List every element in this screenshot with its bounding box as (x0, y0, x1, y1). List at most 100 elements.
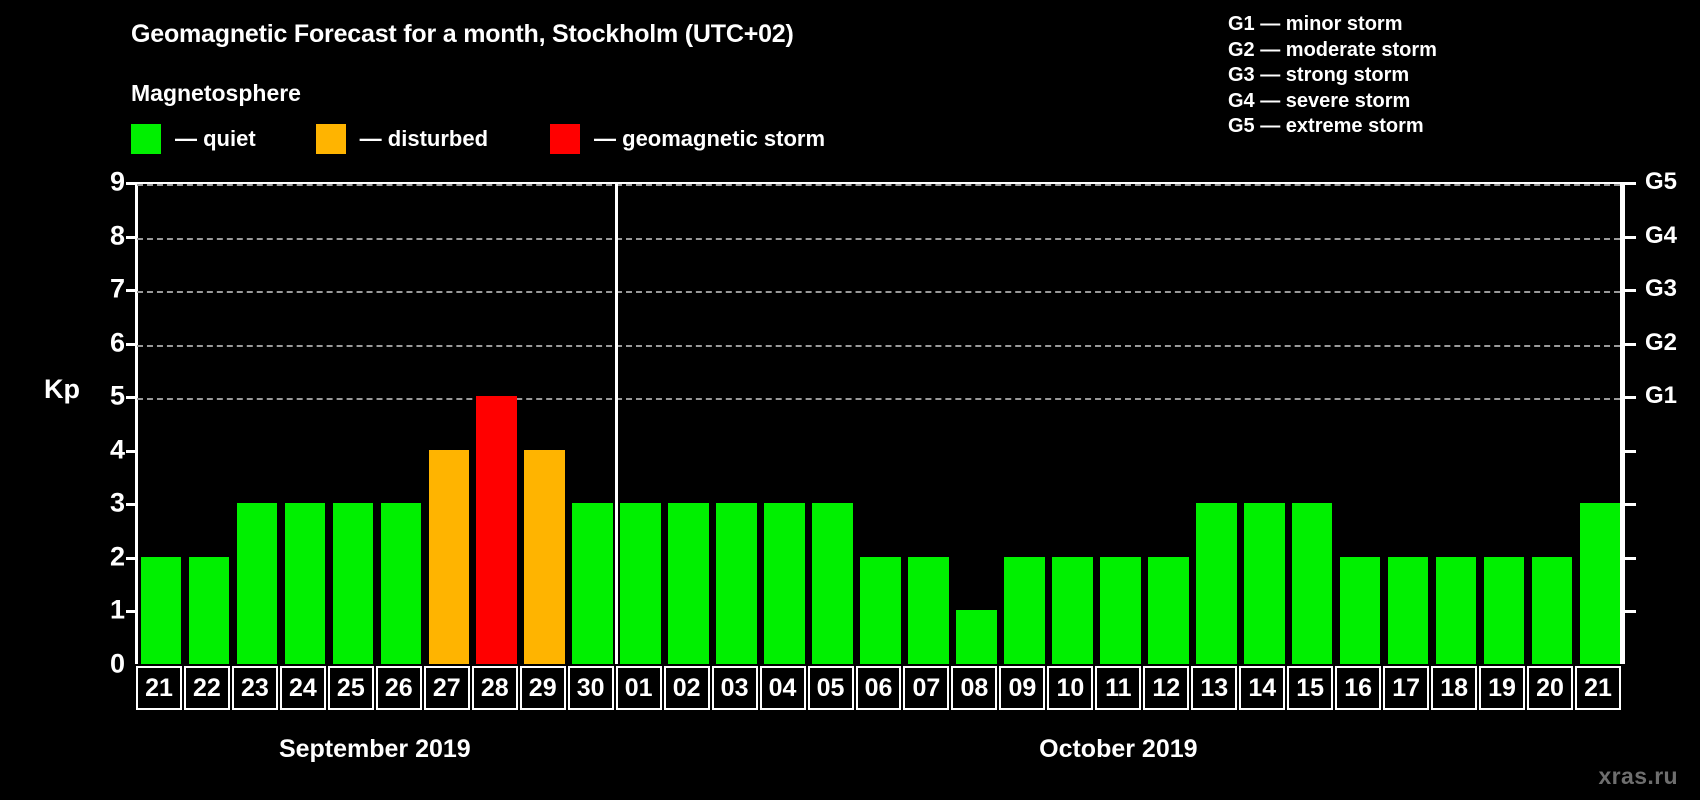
bar-day-11[interactable] (1100, 556, 1141, 664)
day-label-25: 25 (327, 666, 374, 710)
bar-day-15[interactable] (1291, 503, 1333, 664)
day-label-21: 21 (136, 666, 182, 710)
legend-label-quiet: — quiet (175, 126, 256, 151)
day-label-22: 22 (183, 666, 230, 710)
g-tick-mark (1622, 342, 1636, 346)
bar-day-24[interactable] (284, 503, 326, 664)
day-label-19: 19 (1479, 666, 1526, 710)
day-label-29: 29 (519, 666, 566, 710)
day-label-row: 21 22 23 24 25 26 27 28 29 30 01 02 03 04 05 06 07 08 09 10… (135, 666, 1622, 710)
day-label-13: 13 (1191, 666, 1238, 710)
day-label-10: 10 (1047, 666, 1094, 710)
bar-day-22[interactable] (188, 556, 230, 664)
bar-day-05[interactable] (812, 503, 853, 664)
day-label-02: 02 (663, 666, 710, 710)
legend-swatch-quiet-icon (131, 124, 161, 154)
bar-day-19[interactable] (1483, 556, 1525, 664)
legend-entry-quiet: — quiet (131, 124, 256, 154)
bar-day-10[interactable] (1052, 556, 1093, 664)
bar-day-03[interactable] (716, 503, 757, 664)
bar-day-26[interactable] (380, 503, 422, 664)
y-tick-mark (126, 289, 138, 293)
legend-label-geomagnetic-storm: — geomagnetic storm (594, 126, 826, 151)
month-caption: September 2019 (278, 735, 471, 763)
bar-day-14[interactable] (1243, 503, 1285, 664)
plot-inner (137, 184, 1621, 664)
bar-day-21[interactable] (140, 556, 182, 664)
y-tick-label: 8 (109, 220, 125, 251)
g-tick-label-G1: G1 (1645, 382, 1678, 410)
y-tick-label: 0 (109, 648, 125, 679)
day-label-21: 21 (1575, 666, 1621, 710)
y-tick-label: 9 (109, 166, 125, 197)
day-label-06: 06 (855, 666, 902, 710)
g-tick-label-G2: G2 (1645, 328, 1678, 356)
day-label-04: 04 (759, 666, 806, 710)
bar-day-06[interactable] (860, 556, 901, 664)
page-title: Geomagnetic Forecast for a month, Stockh… (131, 20, 794, 48)
g-tick-mark (1622, 235, 1636, 239)
g-scale-legend-row: G5 — extreme storm (1228, 115, 1424, 137)
bar-day-12[interactable] (1148, 556, 1189, 664)
y-tick-label: 5 (109, 380, 125, 411)
bar-day-21[interactable] (1579, 503, 1621, 664)
day-label-24: 24 (279, 666, 326, 710)
gridline (137, 344, 1620, 347)
bar-day-23[interactable] (236, 503, 278, 664)
y-tick-mark (126, 235, 138, 239)
day-label-03: 03 (711, 666, 758, 710)
y-tick-mark (126, 503, 138, 507)
y-tick-mark (126, 449, 138, 453)
day-label-11: 11 (1095, 666, 1142, 710)
bar-day-25[interactable] (332, 503, 374, 664)
g-tick-mark (1622, 556, 1636, 560)
day-label-17: 17 (1383, 666, 1430, 710)
day-label-08: 08 (951, 666, 998, 710)
y-tick-label: 6 (109, 327, 125, 358)
bar-day-07[interactable] (908, 556, 949, 664)
g-tick-mark (1622, 503, 1636, 507)
bar-day-17[interactable] (1387, 556, 1429, 664)
legend-swatch-geomagnetic-storm-icon (550, 124, 581, 154)
bar-day-16[interactable] (1339, 556, 1381, 664)
g-tick-label-G4: G4 (1645, 221, 1678, 249)
g-scale-legend-row: G1 — minor storm (1228, 13, 1403, 35)
g-scale-legend: G1 — minor storm G2 — moderate storm G3 — … (1228, 12, 1437, 140)
bar-day-13[interactable] (1196, 503, 1237, 664)
y-tick-label: 3 (109, 487, 125, 518)
day-label-12: 12 (1143, 666, 1190, 710)
y-axis-title: Kp (44, 374, 80, 404)
g-tick-label-G3: G3 (1645, 275, 1678, 303)
day-label-30: 30 (567, 666, 614, 710)
magnetosphere-label: Magnetosphere (131, 80, 301, 106)
bar-day-02[interactable] (668, 503, 709, 664)
g-axis-ticks (1622, 182, 1636, 664)
g-tick-mark (1622, 289, 1636, 293)
day-label-23: 23 (231, 666, 278, 710)
y-tick-mark (126, 182, 138, 185)
day-label-18: 18 (1431, 666, 1478, 710)
day-label-28: 28 (471, 666, 518, 710)
y-tick-mark (126, 396, 138, 400)
bar-day-28[interactable] (476, 396, 518, 664)
day-label-15: 15 (1287, 666, 1334, 710)
g-tick-mark (1622, 182, 1636, 185)
y-tick-label: 1 (109, 594, 125, 625)
g-axis-labels: G1 G2 G3 G4 G5 (1645, 170, 1700, 664)
bar-day-04[interactable] (764, 503, 805, 664)
bar-day-27[interactable] (428, 449, 470, 664)
day-label-09: 09 (999, 666, 1046, 710)
bar-day-09[interactable] (1004, 556, 1045, 664)
legend-entry-geomagnetic-storm: — geomagnetic storm (550, 124, 825, 154)
bar-day-08[interactable] (956, 610, 997, 664)
g-axis-line (1622, 182, 1625, 664)
y-tick-label: 4 (109, 434, 125, 465)
bar-day-01[interactable] (620, 503, 661, 664)
day-label-16: 16 (1335, 666, 1382, 710)
bar-day-29[interactable] (524, 449, 565, 664)
bar-day-18[interactable] (1435, 556, 1477, 664)
gridline (137, 237, 1620, 240)
bar-day-20[interactable] (1531, 556, 1573, 664)
gridline (137, 398, 1620, 401)
bar-day-30[interactable] (572, 503, 613, 664)
